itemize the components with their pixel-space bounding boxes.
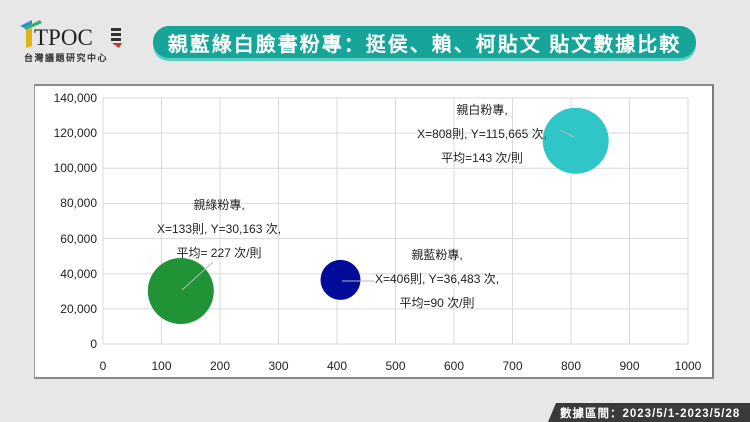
bubble-label-line: X=406則, Y=36,483 次, [374,272,500,286]
x-tick-label: 400 [326,359,348,373]
bubble-label-line: 親綠粉專, [193,198,245,212]
y-tick-label: 40,000 [60,266,97,281]
bubble-label-line: 平均=143 次/則 [441,151,523,165]
leader-line [559,129,575,138]
bubble-label-line: X=133則, Y=30,163 次, [156,222,282,236]
bubble-label-line: 親白粉專, [456,103,508,117]
bubble-0 [147,257,214,324]
x-tick-label: 300 [268,359,289,373]
tpoc-logo: TPOC 台灣議題研究中心 [18,18,128,63]
y-tick-label: 0 [90,337,97,351]
leader-line [181,261,214,291]
date-range-badge: 數據區間：2023/5/1-2023/5/28 [548,403,750,422]
x-tick-label: 200 [209,359,231,373]
x-tick-label: 1000 [674,359,702,373]
x-tick-label: 900 [619,359,640,373]
y-tick-label: 140,000 [53,91,97,105]
bubble-2 [542,107,609,174]
bubble-label: 親藍粉專, X=406則, Y=36,483 次, 平均=90 次/則 [372,243,502,315]
logo-text: TPOC [34,25,93,50]
bubble-label: 親白粉專, X=808則, Y=115,665 次, 平均=143 次/則 [407,98,557,170]
x-tick-label: 600 [443,359,465,373]
x-tick-label: 800 [560,359,582,373]
bubble-label-line: 平均= 227 次/則 [176,246,262,260]
plot-area [102,97,689,345]
bubble-label-line: 親藍粉專, [411,248,463,262]
x-tick-label: 100 [151,359,172,373]
bubble-1 [320,259,361,300]
bubble-label-line: X=808則, Y=115,665 次, [417,127,547,141]
y-tick-label: 80,000 [60,196,97,211]
bubble-label-line: 平均=90 次/則 [399,296,475,310]
page-title: 親藍綠白臉書粉專：挺侯、賴、柯貼文 貼文數據比較 [153,26,696,58]
logo-mark-icon [20,20,122,48]
y-tick-label: 20,000 [60,301,97,316]
x-tick-label: 700 [502,359,523,373]
bubble-chart: 0 20,000 40,000 60,000 80,000 100,000 120,000 1… [34,84,714,379]
x-tick-label: 0 [99,359,107,373]
y-tick-label: 100,000 [53,161,97,176]
y-tick-label: 60,000 [60,231,97,246]
y-tick-label: 120,000 [53,126,97,141]
bubble-label: 親綠粉專, X=133則, Y=30,163 次, 平均= 227 次/則 [144,193,294,265]
x-tick-label: 500 [385,359,406,373]
logo-subtitle: 台灣議題研究中心 [24,53,109,63]
